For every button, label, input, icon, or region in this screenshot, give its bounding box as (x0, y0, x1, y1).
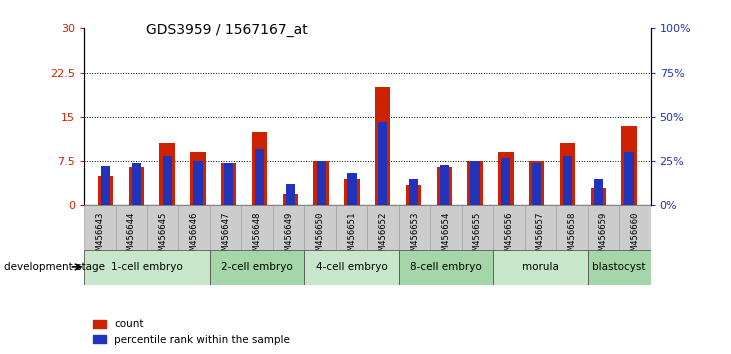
Text: 4-cell embryo: 4-cell embryo (316, 262, 387, 272)
Bar (588, 205, 619, 250)
Bar (101, 166, 110, 205)
Bar (431, 205, 462, 250)
Bar (283, 194, 298, 205)
Bar (221, 163, 236, 205)
Bar (399, 250, 493, 285)
Bar (115, 205, 147, 250)
Text: GSM456652: GSM456652 (379, 212, 387, 260)
Bar (499, 152, 514, 205)
Bar (399, 205, 431, 250)
Bar (501, 158, 510, 205)
Text: GSM456651: GSM456651 (347, 212, 356, 260)
Text: GSM456644: GSM456644 (126, 212, 136, 260)
Bar (624, 152, 634, 205)
Text: GSM456645: GSM456645 (158, 212, 167, 260)
Bar (591, 188, 606, 205)
Bar (314, 161, 329, 205)
Bar (210, 205, 241, 250)
Bar (436, 167, 452, 205)
Bar (409, 179, 418, 205)
Bar (563, 156, 572, 205)
Text: GSM456660: GSM456660 (630, 212, 640, 260)
Text: GSM456655: GSM456655 (473, 212, 482, 260)
Bar (273, 205, 304, 250)
Bar (132, 163, 141, 205)
Text: GSM456650: GSM456650 (316, 212, 325, 260)
Bar (241, 205, 273, 250)
Text: GSM456658: GSM456658 (567, 212, 577, 260)
Bar (560, 143, 575, 205)
Bar (467, 161, 482, 205)
Text: GSM456659: GSM456659 (599, 212, 608, 260)
Bar (525, 205, 556, 250)
Bar (84, 250, 210, 285)
Text: 8-cell embryo: 8-cell embryo (410, 262, 482, 272)
Bar (224, 163, 233, 205)
Bar (317, 161, 326, 205)
Text: development stage: development stage (4, 262, 105, 272)
Bar (190, 152, 205, 205)
Legend: count, percentile rank within the sample: count, percentile rank within the sample (89, 315, 295, 349)
Bar (84, 205, 115, 250)
Bar (304, 205, 336, 250)
Bar (147, 205, 178, 250)
Text: GSM456648: GSM456648 (253, 212, 262, 260)
Text: GSM456657: GSM456657 (536, 212, 545, 260)
Bar (98, 176, 113, 205)
Bar (210, 250, 304, 285)
Bar (493, 250, 588, 285)
Bar (347, 173, 357, 205)
Bar (594, 179, 603, 205)
Text: GSM456653: GSM456653 (410, 212, 419, 260)
Text: 1-cell embryo: 1-cell embryo (111, 262, 183, 272)
Bar (556, 205, 588, 250)
Bar (286, 184, 295, 205)
Bar (336, 205, 368, 250)
Bar (255, 149, 264, 205)
Text: GSM456649: GSM456649 (284, 212, 293, 260)
Bar (368, 205, 399, 250)
Bar (406, 185, 421, 205)
Text: GSM456656: GSM456656 (504, 212, 513, 260)
Bar (304, 250, 399, 285)
Bar (529, 161, 545, 205)
Bar (344, 179, 360, 205)
Bar (194, 161, 202, 205)
Text: 2-cell embryo: 2-cell embryo (221, 262, 293, 272)
Bar (462, 205, 493, 250)
Bar (375, 87, 390, 205)
Bar (621, 126, 637, 205)
Text: morula: morula (522, 262, 559, 272)
Text: GSM456647: GSM456647 (221, 212, 230, 260)
Text: blastocyst: blastocyst (592, 262, 646, 272)
Bar (619, 205, 651, 250)
Bar (378, 122, 387, 205)
Bar (159, 143, 175, 205)
Bar (439, 165, 449, 205)
Bar (532, 163, 541, 205)
Bar (252, 132, 268, 205)
Text: GSM456646: GSM456646 (190, 212, 199, 260)
Bar (129, 167, 144, 205)
Bar (162, 156, 172, 205)
Bar (178, 205, 210, 250)
Text: GSM456654: GSM456654 (442, 212, 450, 260)
Text: GSM456643: GSM456643 (95, 212, 105, 260)
Bar (493, 205, 525, 250)
Bar (588, 250, 651, 285)
Text: GDS3959 / 1567167_at: GDS3959 / 1567167_at (146, 23, 308, 37)
Bar (471, 161, 480, 205)
